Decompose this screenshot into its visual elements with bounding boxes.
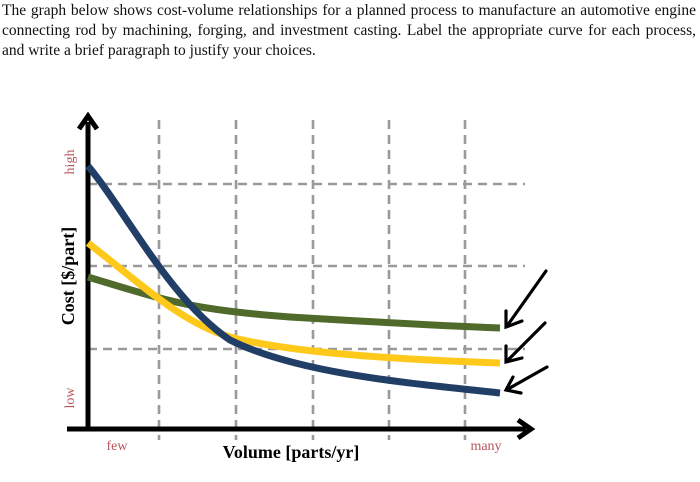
pointer-arrow-blue-icon xyxy=(503,365,549,395)
pointer-arrow-yellow-icon xyxy=(504,321,547,365)
x-many-label: many xyxy=(470,439,501,454)
y-axis-label: Cost [$/part] xyxy=(58,227,78,325)
green-curve xyxy=(86,273,501,332)
x-few-label: few xyxy=(107,439,129,454)
pointer-arrows xyxy=(503,269,549,395)
y-high-label: high xyxy=(63,150,78,175)
blue-curve xyxy=(85,163,501,397)
x-axis-arrowhead xyxy=(516,417,536,441)
x-axis-label: Volume [parts/yr] xyxy=(223,442,360,462)
pointer-arrow-green-icon xyxy=(504,269,548,330)
vertical-gridlines xyxy=(157,120,467,440)
question-text: The graph below shows cost-volume relati… xyxy=(2,2,696,59)
yellow-curve xyxy=(85,240,501,367)
y-axis-arrowhead xyxy=(76,111,100,131)
y-low-label: low xyxy=(63,387,78,409)
